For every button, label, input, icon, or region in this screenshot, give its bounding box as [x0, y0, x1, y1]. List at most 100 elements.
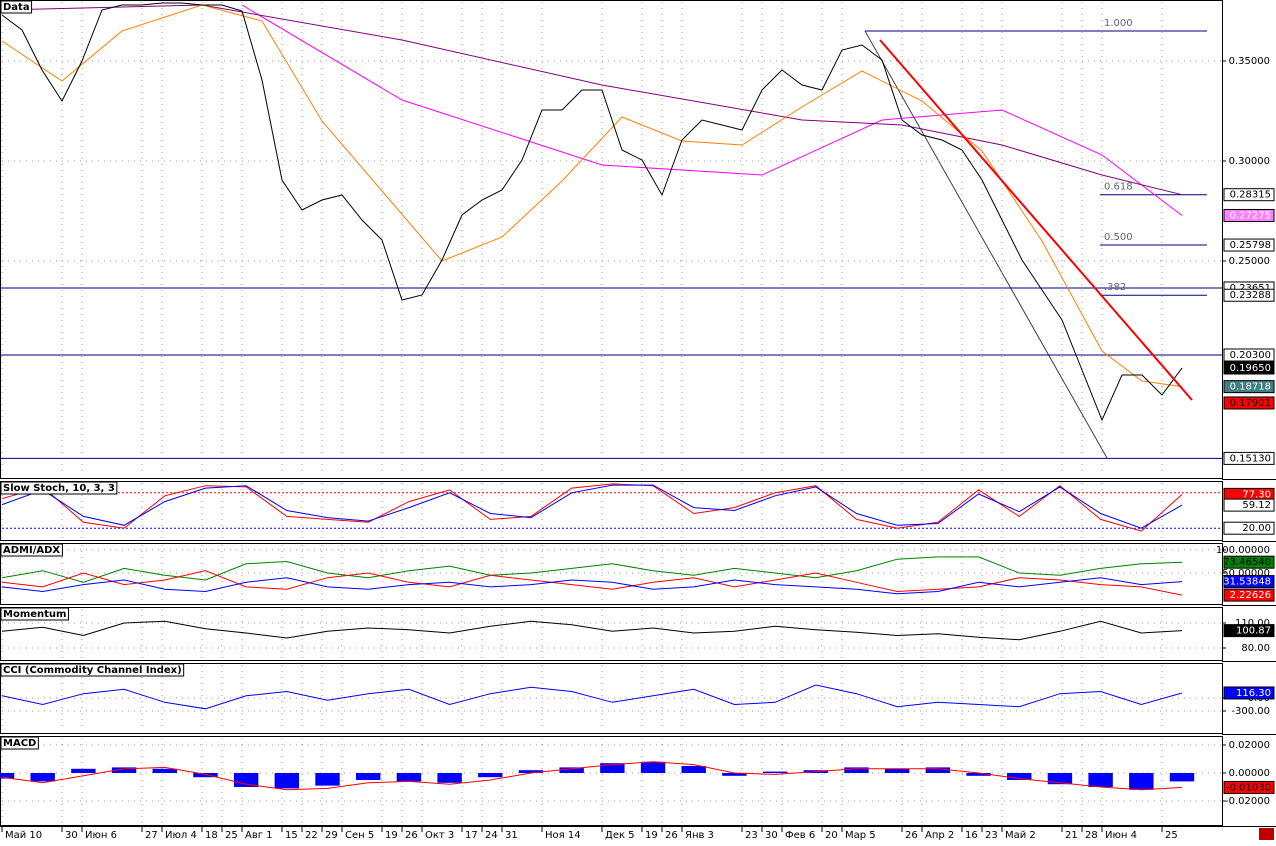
x-tick-label: 29 [325, 830, 338, 841]
x-tick-label: 27 [145, 830, 158, 841]
fib-label: 1.000 [1104, 18, 1133, 29]
x-tick-label: Мар 5 [845, 830, 876, 841]
x-tick-label: 25 [225, 830, 238, 841]
y-tick-label: 0.02000 [1229, 740, 1270, 751]
series-line [241, 4, 1183, 216]
y-tick-label: 0.25000 [1229, 256, 1270, 267]
histogram-bar [600, 763, 625, 774]
panel-title-bg [0, 0, 33, 14]
histogram-bar [844, 767, 869, 774]
x-tick-label: 16 [965, 830, 978, 841]
value-box-label: 0.17901 [1230, 398, 1271, 409]
histogram-bar [884, 768, 910, 774]
panel-title-bg [0, 607, 69, 621]
x-tick-label: Окт 3 [425, 830, 454, 841]
series-line [1, 4, 1183, 388]
y-tick-label: 0.30000 [1229, 156, 1270, 167]
histogram-bar [1007, 773, 1032, 781]
x-tick-label: Дек 5 [605, 830, 635, 841]
value-box-label: 0.23288 [1230, 290, 1271, 301]
histogram-bar [966, 773, 991, 776]
value-box-label: 2.22626 [1230, 590, 1271, 601]
panel-title-bg [0, 736, 39, 750]
scroll-button[interactable] [1259, 828, 1274, 840]
histogram-bar [356, 773, 381, 781]
value-box [1223, 521, 1275, 535]
y-tick-label: 50.00000 [1222, 568, 1270, 579]
x-tick-label: 15 [285, 830, 298, 841]
panel-title: ADMI/ADX [3, 545, 60, 556]
value-box-label: 0.27275 [1230, 211, 1271, 222]
series-line [1, 761, 1183, 791]
x-tick-label: Янв 3 [685, 830, 714, 841]
value-box-label: 0.20300 [1230, 350, 1271, 361]
value-box-label: 31.53848 [1223, 577, 1271, 588]
histogram-bar [152, 768, 177, 774]
x-tick-label: 20 [825, 830, 838, 841]
y-tick-label: 80.00 [1241, 643, 1270, 654]
value-box [1223, 451, 1275, 465]
series-line [1, 484, 1183, 529]
panel-frame [0, 543, 1223, 605]
histogram-bar [71, 768, 96, 774]
value-box [1223, 396, 1275, 410]
histogram-bar [274, 773, 300, 789]
x-tick-label: 22 [305, 830, 318, 841]
x-tick-label: 19 [645, 830, 658, 841]
panel-frame [0, 736, 1223, 826]
x-tick-label: Май 2 [1005, 830, 1036, 841]
x-tick-label: Апр 2 [925, 830, 954, 841]
series-line [1, 577, 1183, 595]
x-tick-label: 23 [745, 830, 758, 841]
value-box [1223, 361, 1275, 375]
value-box [1223, 188, 1275, 202]
y-tick-label: 110.00 [1235, 618, 1270, 629]
y-tick-label: -300.00 [1231, 706, 1270, 717]
y-tick-label: -0.02000 [1225, 796, 1270, 807]
x-tick-label: 18 [205, 830, 218, 841]
x-tick-label: Ноя 14 [545, 830, 581, 841]
x-tick-label: 23 [985, 830, 998, 841]
histogram-bar [0, 773, 15, 779]
x-tick-label: 19 [385, 830, 398, 841]
value-box [1223, 555, 1275, 569]
value-box [1223, 209, 1275, 222]
histogram-bar [1169, 773, 1195, 782]
panel-title: Slow Stoch, 10, 3, 3 [3, 483, 115, 494]
value-box [1223, 686, 1275, 700]
x-tick-label: Май 10 [5, 830, 42, 841]
series-line [1, 684, 1183, 710]
series-line [1, 556, 1183, 583]
value-box-label: 100.87 [1236, 626, 1271, 637]
histogram-bar [233, 773, 259, 788]
y-tick-label: 0.00000 [1229, 768, 1270, 779]
x-tick-label: Авг 1 [245, 830, 273, 841]
panel-title: MACD [3, 738, 36, 749]
value-box-label: 116.30 [1236, 688, 1271, 699]
x-tick-label: Сен 5 [345, 830, 374, 841]
value-box-label: 0.28315 [1230, 190, 1271, 201]
x-tick-label: 28 [1085, 830, 1098, 841]
y-tick-label: 0.35000 [1229, 56, 1270, 67]
histogram-bar [111, 767, 137, 774]
x-tick-label: 24 [485, 830, 498, 841]
x-tick-label: Июн 4 [1105, 830, 1137, 841]
histogram-bar [478, 773, 503, 778]
value-box [1223, 348, 1275, 362]
value-box-label: 59.12 [1242, 500, 1271, 511]
value-box-label: 20.00 [1242, 523, 1271, 534]
series-line [1, 620, 1183, 641]
x-tick-label: Июн 6 [85, 830, 117, 841]
x-tick-label: 31 [505, 830, 518, 841]
histogram-bar [762, 771, 788, 774]
panel-title: Momentum [3, 609, 66, 620]
panel-title: CCI (Commodity Channel Index) [3, 665, 182, 676]
value-box [1223, 624, 1275, 638]
fib-label: 0.618 [1104, 182, 1133, 193]
histogram-bar [559, 767, 584, 774]
histogram-bar [315, 773, 340, 786]
series-line [879, 39, 1193, 401]
y-tick-label: 100.00000 [1216, 545, 1270, 556]
